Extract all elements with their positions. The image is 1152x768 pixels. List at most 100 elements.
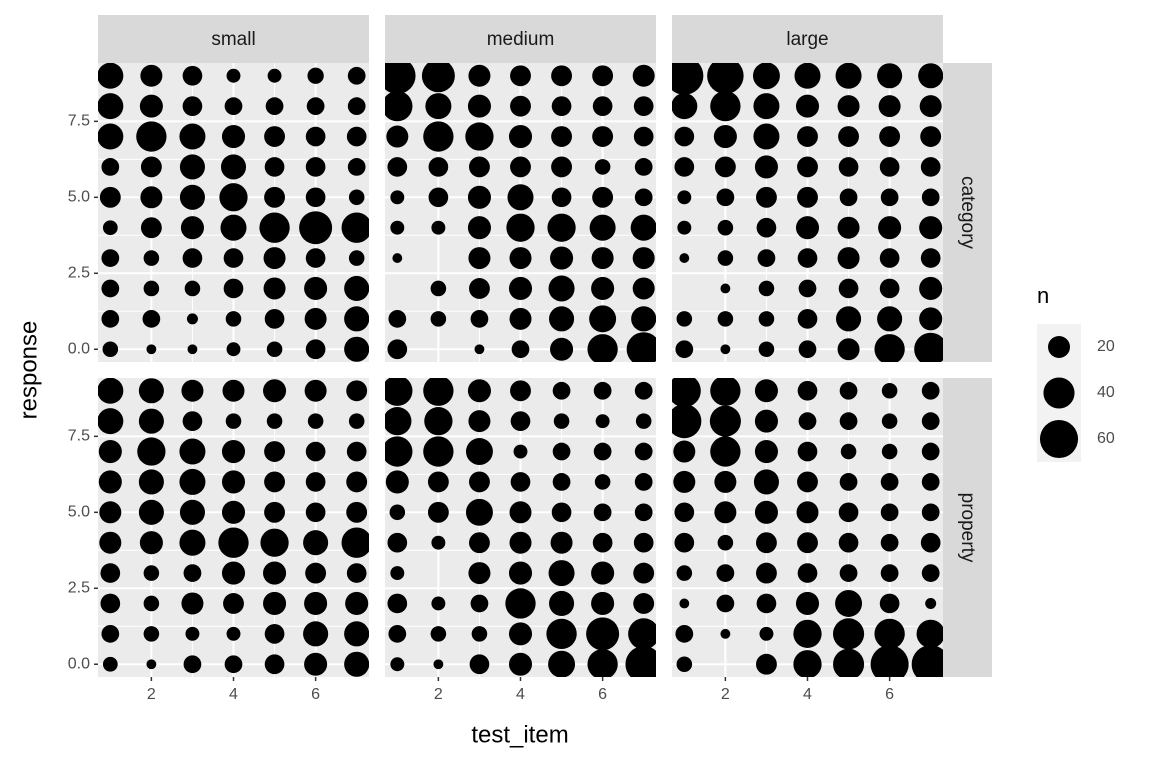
point xyxy=(182,96,203,116)
point xyxy=(713,124,737,149)
point xyxy=(219,183,248,212)
point xyxy=(756,186,777,208)
point xyxy=(101,624,120,643)
point xyxy=(98,123,124,150)
point xyxy=(427,471,449,493)
point xyxy=(137,437,166,466)
point xyxy=(467,216,491,240)
point xyxy=(879,593,900,614)
point xyxy=(550,337,574,361)
point xyxy=(264,624,285,644)
point xyxy=(305,502,326,523)
point xyxy=(220,214,247,241)
point xyxy=(140,217,162,239)
strip-label: property xyxy=(957,493,978,563)
point xyxy=(307,67,324,84)
point xyxy=(592,96,613,116)
point xyxy=(465,122,494,151)
point xyxy=(143,595,160,612)
points xyxy=(672,378,943,677)
point xyxy=(508,276,533,301)
point xyxy=(346,126,367,147)
point xyxy=(387,532,408,553)
point xyxy=(179,468,206,495)
x-tick-label: 2 xyxy=(721,686,730,703)
point xyxy=(306,97,325,116)
point xyxy=(218,527,249,558)
point xyxy=(222,379,245,402)
point xyxy=(305,339,326,360)
point xyxy=(838,502,859,523)
point xyxy=(676,311,693,327)
point xyxy=(183,655,202,674)
point xyxy=(920,157,941,177)
point xyxy=(839,381,858,400)
point xyxy=(592,126,614,147)
point xyxy=(428,157,449,177)
point xyxy=(914,332,943,362)
point xyxy=(625,646,656,677)
point xyxy=(305,562,327,584)
point xyxy=(921,473,940,491)
point xyxy=(470,594,489,613)
point xyxy=(226,342,241,357)
point xyxy=(840,443,857,460)
point xyxy=(838,157,859,177)
point xyxy=(102,220,118,236)
point xyxy=(467,94,491,118)
point xyxy=(833,648,865,677)
point xyxy=(102,656,118,672)
point xyxy=(347,158,366,176)
point xyxy=(344,651,369,677)
point xyxy=(918,63,943,89)
point xyxy=(676,565,693,581)
point xyxy=(424,407,453,436)
point xyxy=(263,561,287,585)
point xyxy=(710,90,741,122)
point xyxy=(179,529,206,556)
point xyxy=(179,184,205,210)
strip-label: large xyxy=(786,29,828,50)
point xyxy=(221,124,246,149)
point xyxy=(98,470,122,494)
point xyxy=(881,382,898,399)
point xyxy=(921,381,940,400)
point xyxy=(839,564,858,582)
point xyxy=(837,216,860,239)
point xyxy=(510,472,531,492)
point xyxy=(508,622,533,646)
point xyxy=(552,442,571,461)
point xyxy=(794,63,821,89)
point xyxy=(880,473,899,491)
point xyxy=(877,63,903,89)
point xyxy=(675,624,694,643)
point xyxy=(187,344,198,355)
point xyxy=(551,156,572,178)
point xyxy=(266,341,283,358)
point xyxy=(136,121,167,152)
point xyxy=(552,473,571,491)
point xyxy=(634,381,653,400)
point xyxy=(469,532,490,554)
point xyxy=(341,212,369,243)
point xyxy=(631,306,656,332)
point xyxy=(716,188,735,207)
points xyxy=(98,378,369,677)
point xyxy=(140,156,162,178)
point xyxy=(182,248,203,268)
point xyxy=(710,378,741,406)
point xyxy=(138,408,164,434)
point xyxy=(140,64,163,87)
point xyxy=(423,378,454,406)
point xyxy=(143,280,160,297)
point xyxy=(837,338,860,361)
point xyxy=(756,593,777,614)
point xyxy=(264,501,285,523)
point xyxy=(388,624,407,643)
point xyxy=(674,126,695,147)
point xyxy=(758,341,775,358)
strip xyxy=(98,15,369,63)
point xyxy=(628,618,656,650)
point xyxy=(183,564,202,582)
point xyxy=(550,531,573,554)
